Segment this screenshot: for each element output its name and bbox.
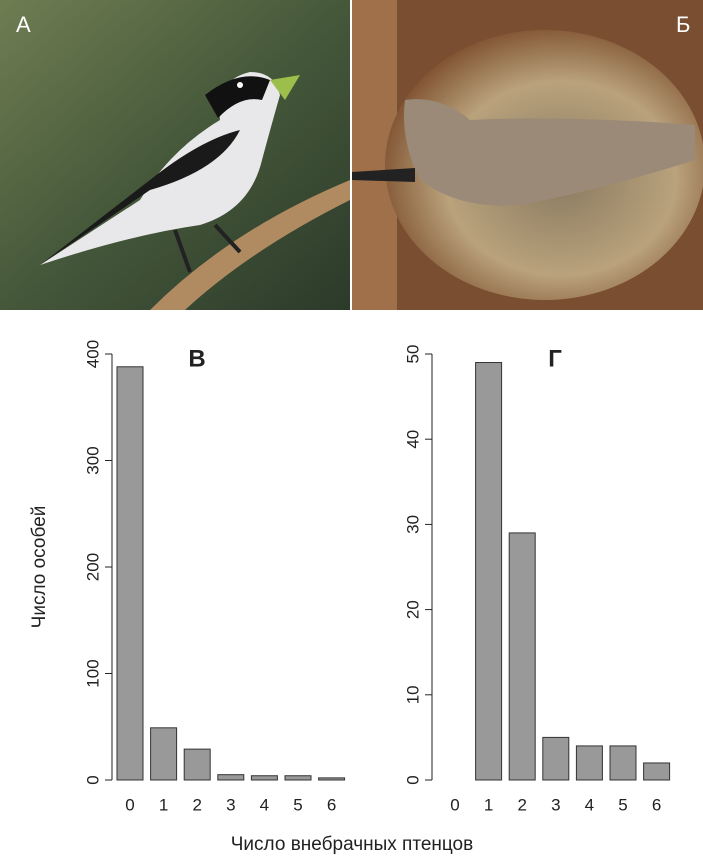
bar: [575, 745, 603, 781]
x-tick-label: 1: [159, 795, 168, 814]
y-tick-label: 50: [403, 345, 422, 364]
y-tick-label: 10: [403, 685, 422, 704]
photo-b: [352, 0, 703, 310]
x-tick-label: 5: [618, 795, 627, 814]
x-tick-label: 6: [652, 795, 661, 814]
bar: [609, 745, 637, 781]
y-tick-label: 200: [83, 553, 102, 581]
y-tick-label: 0: [83, 775, 102, 784]
x-tick-label: 0: [450, 795, 459, 814]
x-tick-label: 1: [484, 795, 493, 814]
y-axis-title: Число особей: [29, 506, 50, 629]
x-tick-label: 3: [551, 795, 560, 814]
x-tick-label: 5: [293, 795, 302, 814]
photo-a: [0, 0, 350, 310]
bar: [116, 366, 144, 781]
bar: [284, 775, 312, 781]
bar: [250, 775, 278, 781]
bar: [318, 777, 346, 781]
x-tick-label: 3: [226, 795, 235, 814]
bar: [508, 532, 536, 781]
photo-label: Б: [676, 12, 690, 37]
x-axis-title: Число внебрачных птенцов: [231, 834, 473, 855]
y-tick-label: 0: [403, 775, 422, 784]
chart-title: Г: [548, 345, 562, 372]
y-tick-label: 400: [83, 340, 102, 368]
bar: [150, 727, 178, 781]
chart-title: В: [188, 345, 205, 372]
photo-label: А: [16, 12, 31, 37]
bar: [183, 748, 211, 781]
x-tick-label: 2: [517, 795, 526, 814]
y-tick-label: 300: [83, 446, 102, 474]
x-tick-label: 2: [192, 795, 201, 814]
y-tick-label: 100: [83, 659, 102, 687]
bar: [643, 762, 671, 781]
x-tick-label: 4: [585, 795, 594, 814]
y-tick-label: 40: [403, 430, 422, 449]
x-tick-label: 4: [260, 795, 269, 814]
bar: [542, 736, 570, 781]
y-tick-label: 30: [403, 515, 422, 534]
bar: [475, 362, 503, 781]
x-tick-label: 0: [125, 795, 134, 814]
bar: [217, 774, 245, 781]
x-tick-label: 6: [327, 795, 336, 814]
y-tick-label: 20: [403, 600, 422, 619]
